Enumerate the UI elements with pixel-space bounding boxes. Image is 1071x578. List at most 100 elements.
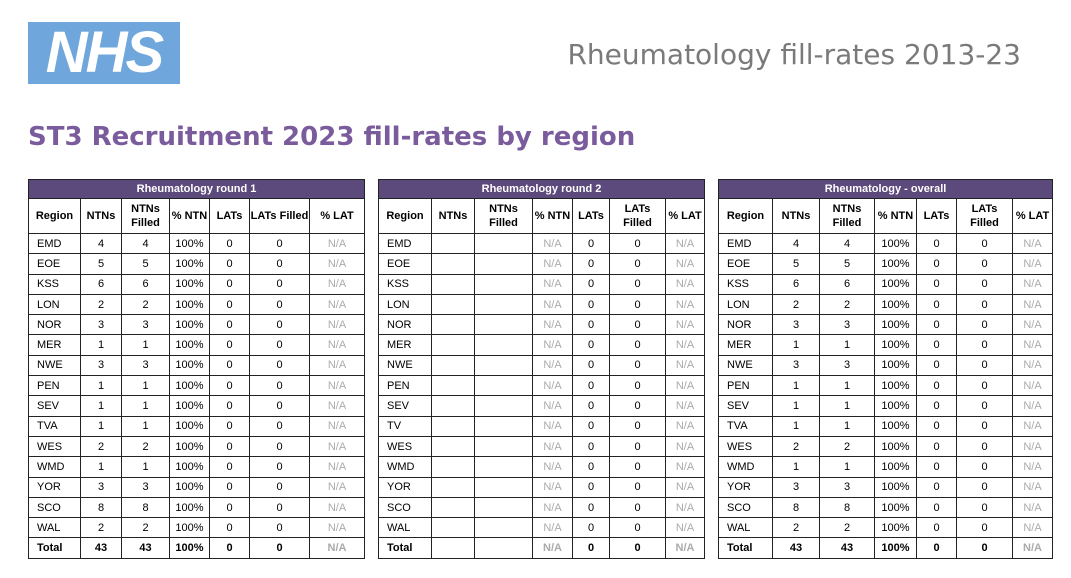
lats-cell: 0: [209, 253, 250, 275]
pct-lat-cell: N/A: [664, 537, 706, 559]
table-row: WMD 1 1 100% 0 0 N/A: [28, 456, 366, 478]
pct-lat-cell: N/A: [308, 293, 366, 316]
pct-lat-cell: N/A: [664, 496, 706, 519]
ntns-cell: [431, 537, 475, 559]
ntns-cell: 6: [772, 273, 820, 295]
lats-filled-cell: 0: [956, 395, 1013, 417]
lats-filled-cell: 0: [956, 476, 1013, 498]
column-header-region: Region: [378, 198, 432, 234]
ntns-filled-cell: 2: [819, 517, 875, 539]
ntns-cell: 3: [772, 354, 820, 377]
round2-table: Rheumatology round 2 Region NTNs NTNs Fille…: [377, 179, 706, 559]
lats-filled-cell: 0: [249, 253, 310, 275]
pct-ntn-cell: N/A: [532, 496, 573, 519]
pct-ntn-cell: 100%: [874, 314, 917, 336]
region-cell: EMD: [718, 232, 773, 255]
lats-filled-cell: 0: [249, 395, 310, 417]
lats-filled-cell: 0: [249, 273, 310, 295]
lats-filled-cell: 0: [956, 537, 1013, 559]
lats-cell: 0: [572, 375, 610, 397]
lats-filled-cell: 0: [956, 415, 1013, 437]
lats-cell: 0: [916, 334, 957, 356]
region-cell: PEN: [718, 375, 773, 397]
pct-ntn-cell: 100%: [169, 537, 210, 559]
ntns-filled-cell: 43: [121, 537, 170, 559]
table-row: NWE 3 3 100% 0 0 N/A: [28, 354, 366, 377]
pct-ntn-cell: N/A: [532, 293, 573, 316]
pct-lat-cell: N/A: [308, 496, 366, 519]
lats-cell: 0: [916, 395, 957, 417]
pct-lat-cell: N/A: [308, 314, 366, 336]
lats-filled-cell: 0: [249, 354, 310, 377]
region-cell: SCO: [28, 496, 81, 519]
region-cell: YOR: [718, 476, 773, 498]
ntns-cell: 1: [80, 334, 122, 356]
ntns-cell: 1: [772, 395, 820, 417]
lats-filled-cell: 0: [249, 517, 310, 539]
region-cell: YOR: [28, 476, 81, 498]
region-cell: SCO: [378, 496, 432, 519]
pct-ntn-cell: N/A: [532, 232, 573, 255]
column-header-pct-ntn: % NTN: [532, 198, 573, 234]
ntns-filled-cell: 3: [819, 314, 875, 336]
lats-cell: 0: [572, 354, 610, 377]
pct-lat-cell: N/A: [1011, 273, 1054, 295]
lats-filled-cell: 0: [249, 496, 310, 519]
region-cell: EOE: [718, 253, 773, 275]
column-header-ntns-filled: NTNs Filled: [121, 198, 170, 234]
lats-cell: 0: [916, 354, 957, 377]
table-row: SEV 1 1 100% 0 0 N/A: [718, 395, 1054, 417]
ntns-filled-cell: 1: [121, 456, 170, 478]
region-cell: WMD: [28, 456, 81, 478]
pct-lat-cell: N/A: [1011, 415, 1054, 437]
pct-lat-cell: N/A: [664, 375, 706, 397]
table-row: KSS 6 6 100% 0 0 N/A: [28, 273, 366, 295]
ntns-cell: 1: [80, 456, 122, 478]
ntns-filled-cell: [474, 537, 533, 559]
region-cell: WAL: [378, 517, 432, 539]
column-header-ntns: NTNs: [431, 198, 475, 234]
lats-cell: 0: [916, 253, 957, 275]
pct-ntn-cell: 100%: [169, 232, 210, 255]
ntns-filled-cell: 1: [819, 456, 875, 478]
ntns-cell: [431, 415, 475, 437]
ntns-cell: 1: [772, 456, 820, 478]
region-cell: SEV: [28, 395, 81, 417]
table-row: TVA 1 1 100% 0 0 N/A: [718, 415, 1054, 437]
table-row: NOR 3 3 100% 0 0 N/A: [28, 314, 366, 336]
ntns-cell: [431, 476, 475, 498]
region-cell: SEV: [718, 395, 773, 417]
column-header-region: Region: [28, 198, 81, 234]
pct-lat-cell: N/A: [1011, 476, 1054, 498]
pct-lat-cell: N/A: [308, 273, 366, 295]
pct-ntn-cell: 100%: [169, 435, 210, 458]
pct-lat-cell: N/A: [308, 253, 366, 275]
overall-title-row: Rheumatology - overall: [717, 179, 1054, 199]
pct-lat-cell: N/A: [1011, 456, 1054, 478]
pct-ntn-cell: 100%: [169, 456, 210, 478]
column-header-pct-ntn: % NTN: [169, 198, 210, 234]
ntns-filled-cell: [474, 232, 533, 255]
pct-ntn-cell: 100%: [874, 354, 917, 377]
pct-ntn-cell: 100%: [169, 476, 210, 498]
table-row: EOE 5 5 100% 0 0 N/A: [718, 253, 1054, 275]
ntns-filled-cell: [474, 395, 533, 417]
pct-lat-cell: N/A: [664, 232, 706, 255]
pct-ntn-cell: 100%: [874, 537, 917, 559]
column-header-pct-lat: % LAT: [664, 198, 706, 234]
pct-lat-cell: N/A: [308, 456, 366, 478]
ntns-cell: 6: [80, 273, 122, 295]
table-row: MER 1 1 100% 0 0 N/A: [28, 334, 366, 356]
pct-lat-cell: N/A: [308, 517, 366, 539]
table-row: NWE 3 3 100% 0 0 N/A: [718, 354, 1054, 377]
ntns-filled-cell: 5: [121, 253, 170, 275]
ntns-filled-cell: 3: [121, 476, 170, 498]
pct-lat-cell: N/A: [308, 435, 366, 458]
ntns-filled-cell: 3: [819, 354, 875, 377]
lats-cell: 0: [572, 517, 610, 539]
region-cell: Total: [378, 537, 432, 559]
ntns-filled-cell: 5: [819, 253, 875, 275]
ntns-cell: [431, 314, 475, 336]
pct-lat-cell: N/A: [1011, 293, 1054, 316]
region-cell: NWE: [718, 354, 773, 377]
